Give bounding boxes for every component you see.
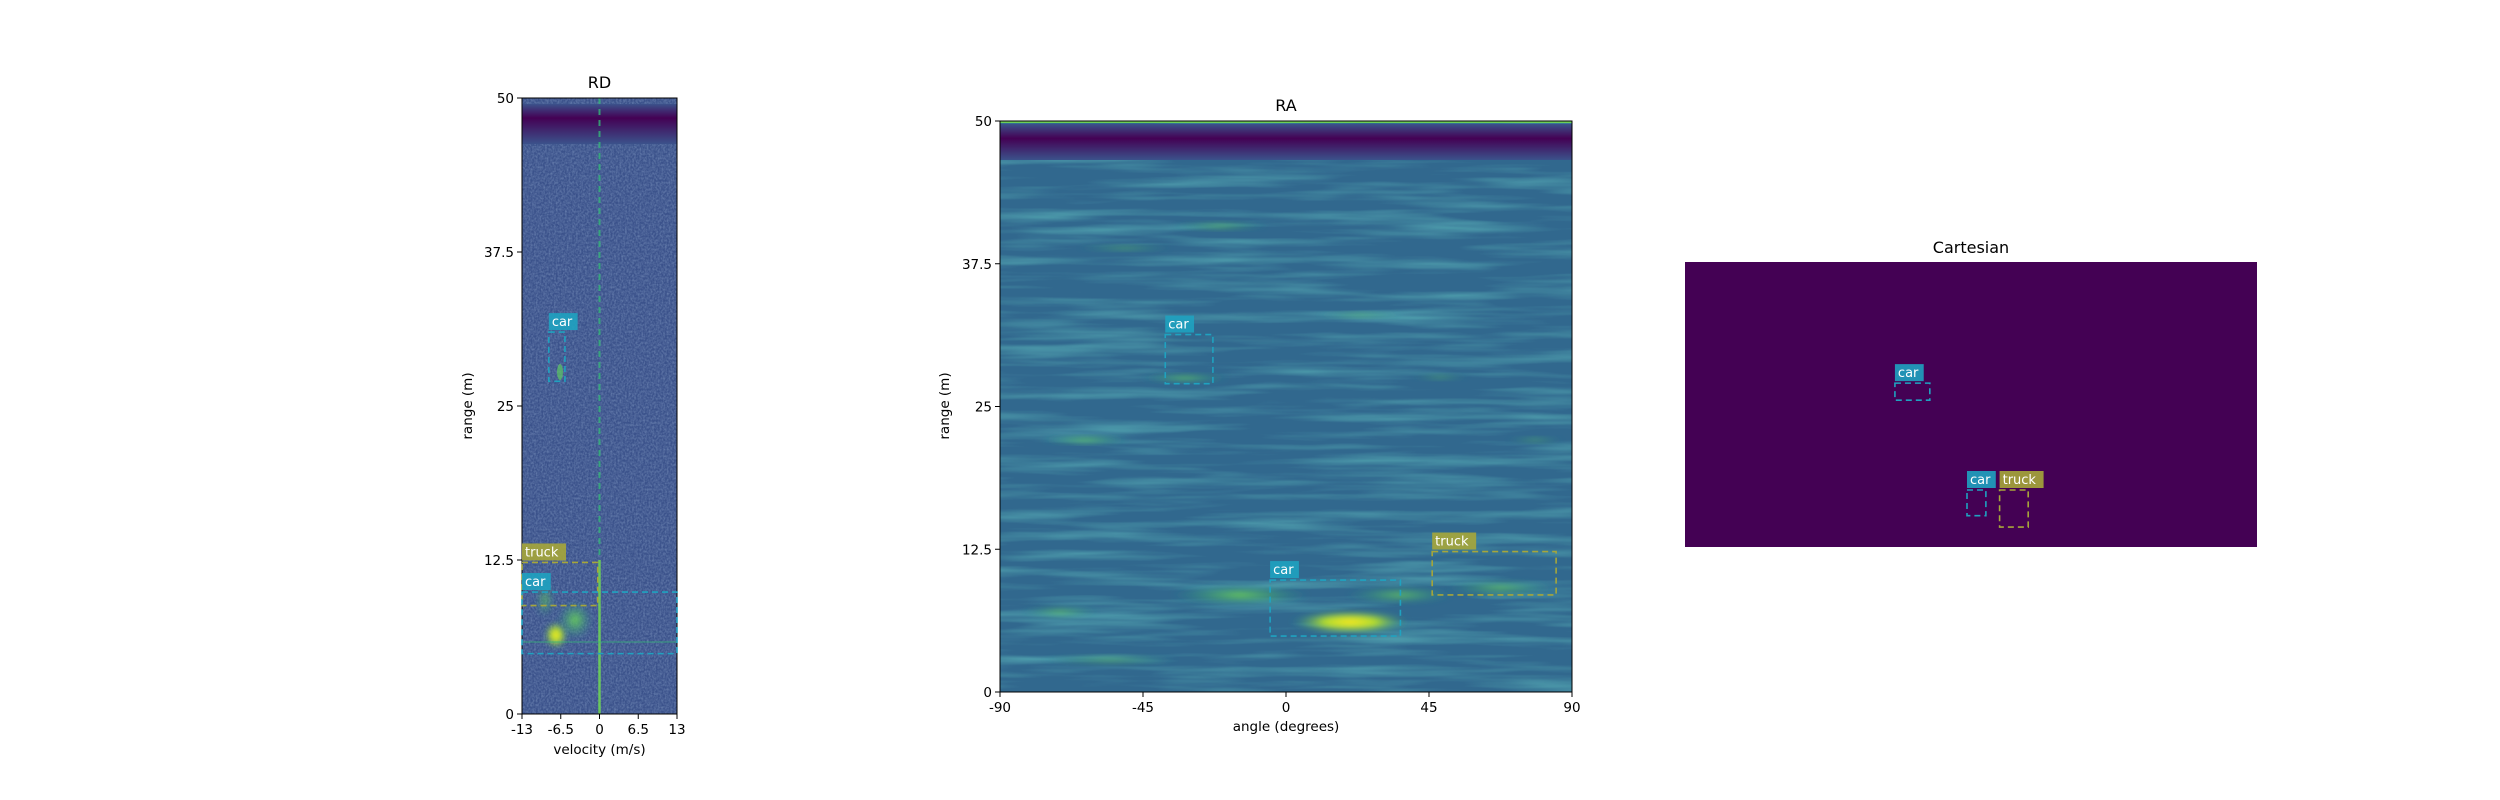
truck-label-background bbox=[1432, 532, 1477, 550]
cartesian-title: Cartesian bbox=[1933, 238, 2009, 257]
x-tick-label: 45 bbox=[1420, 700, 1437, 716]
car-label-background bbox=[522, 573, 551, 591]
x-tick-label: 0 bbox=[595, 722, 604, 738]
rd-detection-boxes: car truck car bbox=[521, 313, 678, 655]
ra-heatmap bbox=[1000, 121, 1572, 692]
y-tick-label: 0 bbox=[505, 707, 514, 723]
y-tick-label: 12.5 bbox=[484, 553, 514, 569]
ra-panel: RA -90 -45 0 45 90 0 12.5 25 37.5 50 angle (degr… bbox=[937, 96, 1581, 735]
y-tick-label: 25 bbox=[497, 399, 514, 415]
cartesian-detection-boxes: car car truck bbox=[1894, 364, 2044, 528]
ra-y-axis: 0 12.5 25 37.5 50 bbox=[962, 114, 1000, 701]
car-detection-box bbox=[1269, 579, 1402, 637]
x-tick-label: 0 bbox=[1282, 700, 1291, 716]
truck-label: truck bbox=[525, 545, 559, 560]
car-label: car bbox=[1168, 318, 1189, 333]
truck-detection-box bbox=[1431, 550, 1557, 596]
y-tick-label: 12.5 bbox=[962, 542, 992, 558]
truck-label: truck bbox=[1435, 535, 1469, 550]
car-label: car bbox=[1273, 563, 1294, 578]
car-label-background bbox=[1165, 315, 1195, 333]
x-tick-label: -45 bbox=[1132, 700, 1154, 716]
rd-title: RD bbox=[588, 73, 611, 92]
x-tick-label: 6.5 bbox=[628, 722, 649, 738]
x-tick-label: 90 bbox=[1563, 700, 1580, 716]
ra-y-axis-label: range (m) bbox=[937, 372, 953, 439]
car-label: car bbox=[1898, 366, 1919, 381]
car-detection-box bbox=[521, 591, 678, 655]
y-tick-label: 37.5 bbox=[962, 257, 992, 273]
truck-label: truck bbox=[2003, 473, 2037, 488]
y-tick-label: 25 bbox=[975, 400, 992, 416]
truck-label-background bbox=[522, 543, 566, 561]
x-tick-label: 13 bbox=[668, 722, 685, 738]
x-tick-label: -6.5 bbox=[548, 722, 574, 738]
car-label: car bbox=[1970, 473, 1991, 488]
rd-y-axis: 0 12.5 25 37.5 50 bbox=[484, 91, 522, 723]
car-detection-box bbox=[1894, 382, 1931, 402]
truck-label-background bbox=[1999, 471, 2044, 488]
ra-detection-boxes: car car truck bbox=[1164, 315, 1557, 637]
ra-x-axis-label: angle (degrees) bbox=[1233, 719, 1340, 735]
rd-y-axis-label: range (m) bbox=[460, 372, 476, 439]
cartesian-heatmap bbox=[1685, 262, 2257, 547]
y-tick-label: 37.5 bbox=[484, 245, 514, 261]
x-tick-label: -13 bbox=[511, 722, 533, 738]
y-tick-label: 0 bbox=[983, 685, 992, 701]
ra-title: RA bbox=[1275, 96, 1296, 115]
car-label: car bbox=[525, 575, 546, 590]
car-label-background bbox=[1894, 364, 1924, 382]
car-label-background bbox=[1966, 471, 1996, 488]
cartesian-panel: Cartesian car car truck bbox=[1685, 238, 2257, 547]
rd-heatmap bbox=[522, 98, 677, 714]
car-detection-box bbox=[1966, 489, 1987, 517]
car-label: car bbox=[552, 315, 573, 330]
ra-x-axis: -90 -45 0 45 90 bbox=[989, 692, 1581, 716]
rd-x-axis: -13 -6.5 0 6.5 13 bbox=[511, 714, 686, 738]
car-label-background bbox=[548, 313, 578, 331]
car-detection-box bbox=[1164, 333, 1214, 385]
car-label-background bbox=[1270, 561, 1299, 579]
x-tick-label: -90 bbox=[989, 700, 1011, 716]
truck-detection-box bbox=[1998, 489, 2029, 528]
y-tick-label: 50 bbox=[975, 114, 992, 130]
rd-x-axis-label: velocity (m/s) bbox=[553, 742, 645, 758]
y-tick-label: 50 bbox=[497, 91, 514, 107]
car-detection-box bbox=[548, 331, 566, 383]
rd-panel: RD -13 -6.5 0 6.5 13 0 12.5 25 37.5 50 velocity … bbox=[460, 73, 686, 758]
